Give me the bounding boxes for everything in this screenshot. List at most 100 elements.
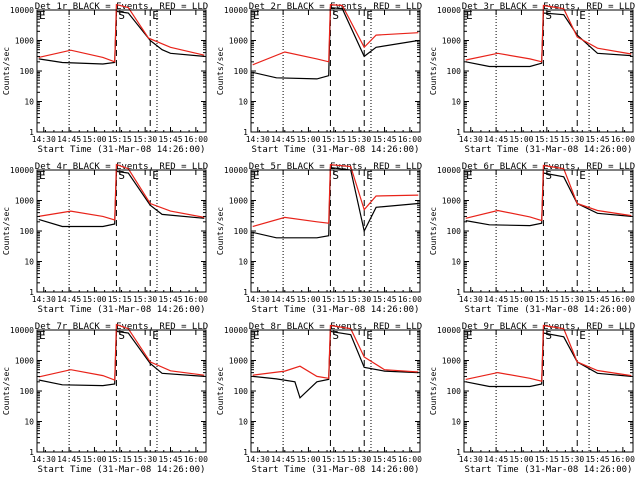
- x-tick-label: 15:45: [585, 295, 609, 304]
- series-line-events: [252, 330, 419, 399]
- plot-frame: [36, 329, 207, 453]
- x-tick-label: 14:30: [246, 295, 270, 304]
- x-tick-label: 15:00: [296, 455, 320, 464]
- y-tick-label: 1000: [229, 357, 248, 366]
- marker-letter: E: [253, 169, 260, 182]
- x-tick-label: 15:00: [296, 135, 320, 144]
- marker-letter: E: [39, 169, 46, 182]
- y-tick-label: 1: [456, 288, 461, 297]
- chart-title: Det 5r BLACK = Events, RED = LLD: [249, 162, 422, 172]
- x-tick-label: 15:45: [372, 455, 396, 464]
- y-tick-label: 1: [243, 288, 248, 297]
- x-tick-label: 15:15: [322, 455, 346, 464]
- marker-letter: E: [366, 329, 373, 342]
- chart-title: Det 3r BLACK = Events, RED = LLD: [462, 2, 635, 12]
- x-tick-label: 14:45: [484, 295, 508, 304]
- y-tick-label: 10000: [10, 326, 34, 335]
- x-tick-label: 15:30: [560, 295, 584, 304]
- y-tick-label: 10: [238, 418, 248, 427]
- x-tick-label: 15:15: [108, 135, 132, 144]
- y-tick-label: 100: [234, 227, 249, 236]
- x-tick-label: 15:15: [535, 455, 559, 464]
- x-axis-label: Start Time (31-Mar-08 14:26:00): [252, 145, 420, 155]
- y-tick-label: 1000: [442, 197, 461, 206]
- y-tick-label: 10: [24, 418, 34, 427]
- y-tick-label: 1000: [15, 197, 34, 206]
- y-tick-label: 1000: [229, 37, 248, 46]
- series-line-lld: [465, 324, 632, 382]
- marker-letter: S: [118, 9, 125, 22]
- y-tick-label: 100: [20, 67, 35, 76]
- x-tick-label: 14:30: [32, 455, 56, 464]
- x-axis-label: Start Time (31-Mar-08 14:26:00): [465, 145, 633, 155]
- x-tick-label: 15:30: [560, 455, 584, 464]
- plot-frame: [463, 329, 634, 453]
- x-tick-label: 14:30: [32, 295, 56, 304]
- marker-letter: E: [366, 9, 373, 22]
- x-tick-label: 15:00: [509, 295, 533, 304]
- y-tick-label: 10: [451, 258, 461, 267]
- x-tick-label: 14:30: [246, 455, 270, 464]
- y-axis-label: Counts/sec: [429, 367, 438, 415]
- x-axis-label: Start Time (31-Mar-08 14:26:00): [38, 145, 206, 155]
- y-tick-label: 10000: [10, 6, 34, 15]
- chart-title: Det 4r BLACK = Events, RED = LLD: [35, 162, 208, 172]
- x-tick-label: 15:00: [509, 135, 533, 144]
- marker-letter: E: [253, 9, 260, 22]
- y-tick-label: 1: [29, 288, 34, 297]
- x-tick-label: 14:45: [57, 455, 81, 464]
- marker-letter: S: [545, 329, 552, 342]
- x-tick-label: 15:45: [158, 455, 182, 464]
- y-axis-label: Counts/sec: [429, 47, 438, 95]
- y-tick-label: 10: [451, 418, 461, 427]
- x-tick-label: 15:45: [585, 455, 609, 464]
- x-tick-label: 15:00: [509, 455, 533, 464]
- x-tick-label: 14:30: [459, 455, 483, 464]
- x-tick-label: 14:30: [459, 295, 483, 304]
- marker-letter: E: [466, 169, 473, 182]
- marker-letter: E: [152, 169, 159, 182]
- x-axis-label: Start Time (31-Mar-08 14:26:00): [465, 465, 633, 475]
- x-tick-label: 16:00: [611, 135, 635, 144]
- y-tick-label: 10000: [437, 6, 461, 15]
- y-tick-label: 1000: [442, 357, 461, 366]
- y-tick-label: 100: [234, 387, 249, 396]
- x-tick-label: 15:15: [322, 135, 346, 144]
- y-axis-label: Counts/sec: [216, 367, 225, 415]
- x-tick-label: 14:30: [32, 135, 56, 144]
- marker-letter: S: [118, 169, 125, 182]
- y-tick-label: 100: [20, 227, 35, 236]
- x-axis-label: Start Time (31-Mar-08 14:26:00): [38, 465, 206, 475]
- x-tick-label: 16:00: [398, 455, 422, 464]
- y-tick-label: 100: [234, 67, 249, 76]
- y-axis-label: Counts/sec: [2, 207, 11, 255]
- marker-letter: E: [466, 9, 473, 22]
- x-tick-label: 15:15: [108, 455, 132, 464]
- y-tick-label: 1: [456, 448, 461, 457]
- x-tick-label: 14:45: [271, 455, 295, 464]
- series-line-lld: [38, 163, 205, 221]
- y-tick-label: 1000: [442, 37, 461, 46]
- x-tick-label: 14:45: [484, 135, 508, 144]
- y-tick-label: 10: [24, 98, 34, 107]
- x-tick-label: 14:45: [57, 135, 81, 144]
- x-tick-label: 15:30: [133, 295, 157, 304]
- x-tick-label: 15:30: [347, 295, 371, 304]
- y-axis-label: Counts/sec: [2, 367, 11, 415]
- chart-title: Det 8r BLACK = Events, RED = LLD: [249, 322, 422, 332]
- y-tick-label: 10000: [437, 326, 461, 335]
- series-line-lld: [252, 163, 419, 228]
- chart-title: Det 1r BLACK = Events, RED = LLD: [35, 2, 208, 12]
- plot-frame: [463, 169, 634, 293]
- x-tick-label: 16:00: [184, 455, 208, 464]
- x-tick-label: 15:30: [347, 455, 371, 464]
- x-tick-label: 15:30: [347, 135, 371, 144]
- marker-letter: E: [366, 169, 373, 182]
- y-tick-label: 100: [447, 387, 462, 396]
